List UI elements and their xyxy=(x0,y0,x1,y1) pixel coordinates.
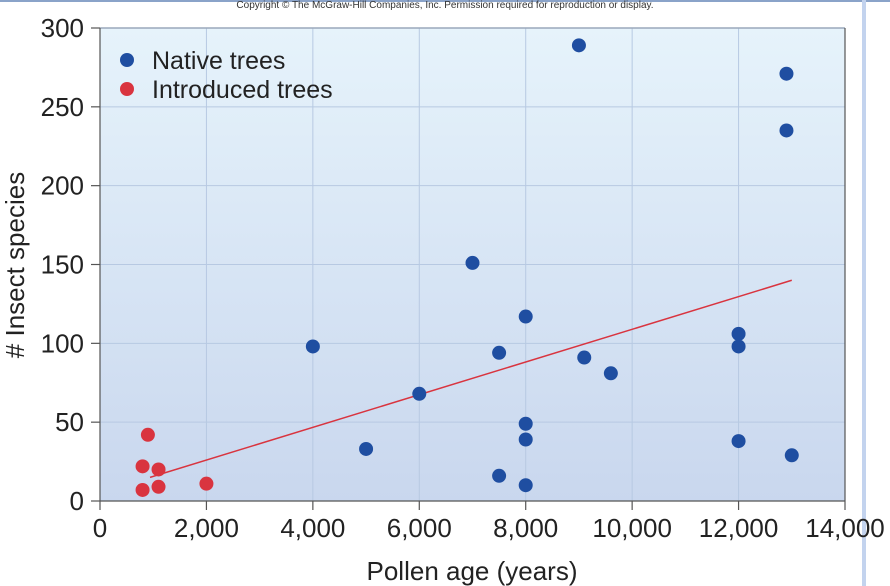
native-tree-point xyxy=(571,38,586,53)
native-tree-point xyxy=(731,434,746,449)
native-tree-point xyxy=(465,255,480,270)
y-tick-label: 300 xyxy=(41,13,84,43)
trendline xyxy=(149,279,793,479)
x-tick-label: 10,000 xyxy=(592,513,672,543)
x-tick-label: 6,000 xyxy=(387,513,452,543)
y-tick-label: 50 xyxy=(55,407,84,437)
introduced-tree-point xyxy=(151,462,166,477)
native-tree-point xyxy=(492,345,507,360)
native-tree-point xyxy=(603,366,618,381)
native-tree-point xyxy=(518,432,533,447)
y-tick-label: 100 xyxy=(41,328,84,358)
native-tree-point xyxy=(359,441,374,456)
legend-marker-native xyxy=(120,53,134,67)
native-tree-point xyxy=(731,339,746,354)
native-tree-point xyxy=(784,448,799,463)
copyright-notice: Copyright © The McGraw-Hill Companies, I… xyxy=(236,0,654,11)
introduced-tree-point xyxy=(140,427,155,442)
legend: Native trees Introduced trees xyxy=(120,47,333,104)
native-tree-point xyxy=(305,339,320,354)
x-axis-label: Pollen age (years) xyxy=(367,556,578,586)
native-tree-point xyxy=(731,326,746,341)
x-tick-label: 2,000 xyxy=(174,513,239,543)
y-axis-label: # Insect species xyxy=(0,172,30,358)
introduced-tree-point xyxy=(151,479,166,494)
introduced-tree-point xyxy=(135,482,150,497)
legend-label-introduced: Introduced trees xyxy=(152,76,333,104)
frame-top-border xyxy=(0,0,890,2)
introduced-tree-point xyxy=(135,459,150,474)
native-tree-point xyxy=(577,350,592,365)
native-tree-point xyxy=(518,309,533,324)
y-tick-label: 0 xyxy=(70,486,84,516)
native-tree-point xyxy=(518,478,533,493)
x-tick-label: 12,000 xyxy=(699,513,779,543)
x-tick-label: 0 xyxy=(93,513,107,543)
native-tree-point xyxy=(779,66,794,81)
x-tick-label: 8,000 xyxy=(493,513,558,543)
native-tree-point xyxy=(518,416,533,431)
x-tick-label: 4,000 xyxy=(280,513,345,543)
y-tick-label: 200 xyxy=(41,171,84,201)
frame-right-border xyxy=(862,0,866,586)
native-tree-point xyxy=(412,386,427,401)
introduced-tree-point xyxy=(199,476,214,491)
native-tree-point xyxy=(779,123,794,138)
legend-label-native: Native trees xyxy=(152,47,285,75)
x-tick-label: 14,000 xyxy=(805,513,885,543)
y-tick-label: 150 xyxy=(41,250,84,280)
legend-marker-introduced xyxy=(120,82,134,96)
native-tree-point xyxy=(492,468,507,483)
y-tick-label: 250 xyxy=(41,92,84,122)
